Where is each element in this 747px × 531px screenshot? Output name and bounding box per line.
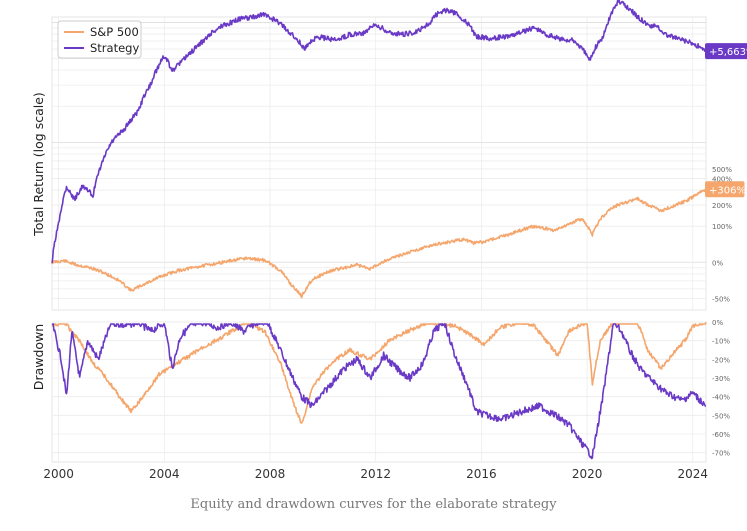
x-tick-label: 2008 xyxy=(255,467,286,481)
equity-y-tick-label: 400% xyxy=(712,175,732,183)
end-label-badge xyxy=(705,181,745,198)
equity-y-tick-label: 100% xyxy=(712,223,732,231)
end-label-badge xyxy=(705,43,747,60)
x-tick-label: 2020 xyxy=(572,467,603,481)
drawdown-y-tick-label: -60% xyxy=(712,431,730,439)
legend-label: S&P 500 xyxy=(90,25,139,39)
drawdown-y-tick-label: -70% xyxy=(712,450,730,458)
end-labels: +5,663% +306% xyxy=(705,43,747,198)
sp500-drawdown-line xyxy=(51,321,707,424)
equity-y-tick-label: 200% xyxy=(712,202,732,210)
drawdown-y-tick-label: -10% xyxy=(712,338,730,346)
drawdown-lines xyxy=(51,321,707,460)
equity-y-axis-label: Total Return (log scale) xyxy=(31,92,46,237)
end-label-text: +5,663% xyxy=(709,47,747,58)
figure-caption: Equity and drawdown curves for the elabo… xyxy=(190,497,557,512)
equity-drawdown-chart: -50% 0% 100% 200% 400%500% 0% -10% -20% -30% -40… xyxy=(31,0,747,481)
x-ticks: 2000 2004 2008 2012 2016 2020 2024 xyxy=(43,467,708,481)
drawdown-y-tick-label: -30% xyxy=(712,375,730,383)
equity-panel-frame xyxy=(51,16,707,311)
equity-grid xyxy=(51,16,707,311)
legend-label: Strategy xyxy=(90,41,139,55)
drawdown-y-ticks: 0% -10% -20% -30% -40% -50% -60% -70% xyxy=(712,319,730,458)
strategy-equity-line xyxy=(51,0,707,264)
drawdown-y-axis-label: Drawdown xyxy=(31,324,46,390)
legend: S&P 500 Strategy xyxy=(57,20,142,59)
equity-lines xyxy=(51,0,707,299)
x-tick-label: 2000 xyxy=(43,467,74,481)
drawdown-y-tick-label: -50% xyxy=(712,412,730,420)
drawdown-grid xyxy=(51,321,707,463)
x-tick-label: 2004 xyxy=(149,467,180,481)
equity-y-tick-label: 500% xyxy=(712,166,732,174)
end-label-text: +306% xyxy=(709,185,746,196)
x-tick-label: 2024 xyxy=(678,467,709,481)
x-tick-label: 2012 xyxy=(360,467,391,481)
equity-y-tick-label: -50% xyxy=(712,295,730,303)
drawdown-panel-frame xyxy=(51,321,707,463)
drawdown-y-tick-label: -40% xyxy=(712,394,730,402)
drawdown-y-tick-label: -20% xyxy=(712,356,730,364)
strategy-drawdown-line xyxy=(51,323,707,460)
drawdown-y-tick-label: 0% xyxy=(712,319,723,327)
equity-y-tick-label: 0% xyxy=(712,259,723,267)
sp500-equity-line xyxy=(51,188,707,299)
equity-y-ticks: -50% 0% 100% 200% 400%500% xyxy=(712,166,732,303)
x-tick-label: 2016 xyxy=(466,467,497,481)
